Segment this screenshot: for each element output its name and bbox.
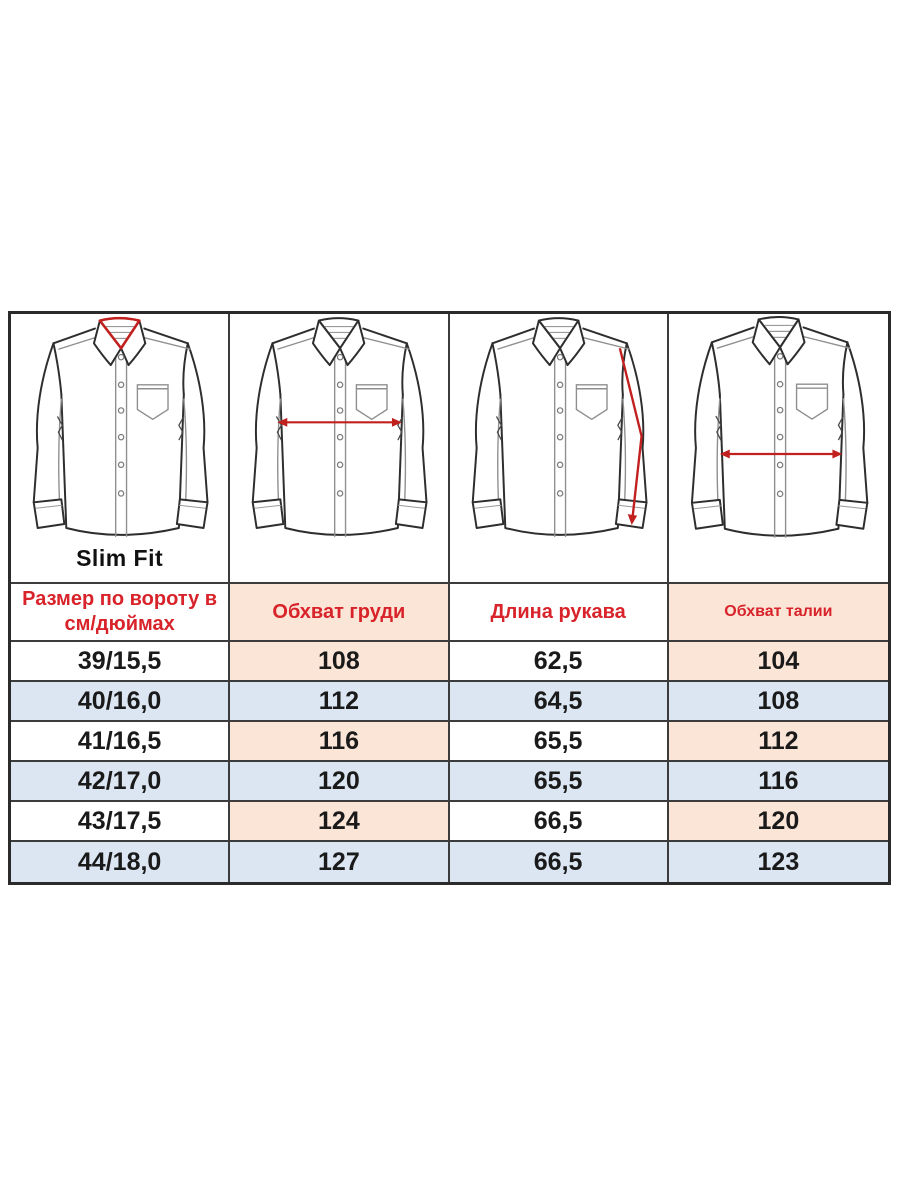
shirt-illustration-chest <box>251 317 428 538</box>
shirt-illustration-collar <box>32 316 209 538</box>
sleeve-value: 65,5 <box>449 762 669 802</box>
waist-value: 123 <box>668 842 888 882</box>
chest-value: 124 <box>230 802 450 842</box>
shirt-illustration-waist <box>690 315 869 539</box>
header-collar-size-line2: см/дюймах <box>64 613 175 635</box>
shirt-cell-sleeve <box>449 314 669 584</box>
sleeve-value: 65,5 <box>449 722 669 762</box>
chest-value: 120 <box>230 762 450 802</box>
waist-value: 108 <box>668 682 888 722</box>
header-waist-label: Обхват талии <box>724 603 833 620</box>
size-value: 43/17,5 <box>11 802 231 842</box>
header-sleeve: Длина рукава <box>449 584 669 642</box>
chest-measure-arrow <box>277 417 403 427</box>
chest-value: 127 <box>230 842 450 882</box>
shirt-cell-chest <box>230 314 450 584</box>
waist-value: 112 <box>668 722 888 762</box>
sleeve-value: 64,5 <box>449 682 669 722</box>
header-collar-size: Размер по вороту в см/дюймах <box>11 584 231 642</box>
size-value: 39/15,5 <box>11 642 231 682</box>
chest-value: 116 <box>230 722 450 762</box>
header-chest-label: Обхват груди <box>272 600 406 623</box>
chest-value: 112 <box>230 682 450 722</box>
waist-measure-arrow <box>719 449 843 459</box>
sleeve-value: 66,5 <box>449 802 669 842</box>
shirt-illustration-sleeve <box>471 317 648 538</box>
size-chart-table: Slim Fit <box>8 311 891 885</box>
header-collar-size-line1: Размер по вороту в <box>22 588 218 610</box>
waist-value: 116 <box>668 762 888 802</box>
shirt-cell-slim-fit: Slim Fit <box>11 314 231 584</box>
shirt-cell-waist <box>668 314 888 584</box>
fit-label: Slim Fit <box>76 545 164 571</box>
sleeve-value: 66,5 <box>449 842 669 882</box>
sleeve-value: 62,5 <box>449 642 669 682</box>
chest-value: 108 <box>230 642 450 682</box>
sleeve-measure-line <box>618 347 643 526</box>
size-value: 41/16,5 <box>11 722 231 762</box>
waist-value: 120 <box>668 802 888 842</box>
header-sleeve-label: Длина рукава <box>490 600 626 623</box>
header-waist: Обхват талии <box>668 584 888 642</box>
size-value: 40/16,0 <box>11 682 231 722</box>
waist-value: 104 <box>668 642 888 682</box>
size-value: 42/17,0 <box>11 762 231 802</box>
size-value: 44/18,0 <box>11 842 231 882</box>
collar-highlight <box>98 316 141 350</box>
header-chest: Обхват груди <box>230 584 450 642</box>
